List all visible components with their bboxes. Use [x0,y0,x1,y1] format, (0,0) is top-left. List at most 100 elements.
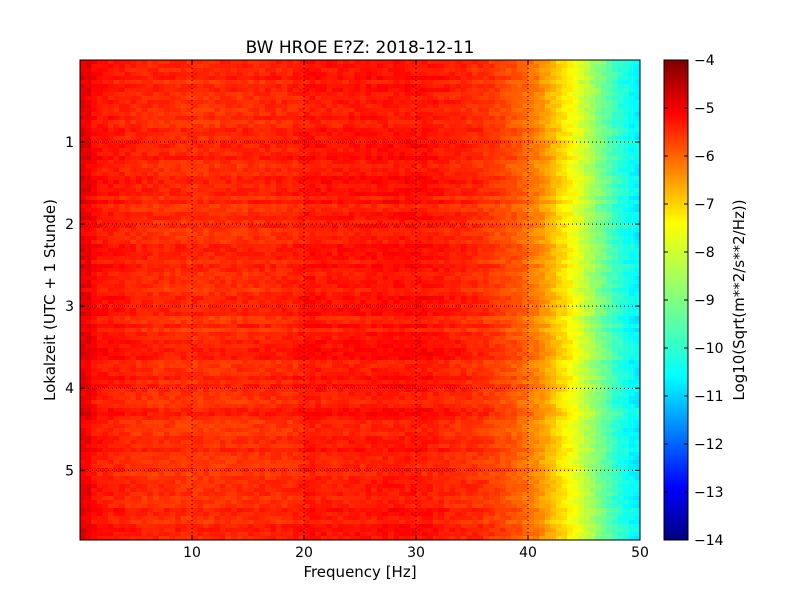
heatmap-cell [505,184,512,189]
heatmap-cell [438,220,445,225]
heatmap-cell [567,188,574,193]
heatmap-cell [561,256,568,261]
heatmap-cell [595,104,602,109]
heatmap-cell [236,188,243,193]
heatmap-cell [472,224,479,229]
heatmap-cell [567,212,574,217]
heatmap-cell [248,152,255,157]
heatmap-cell [264,140,271,145]
heatmap-cell [281,164,288,169]
heatmap-cell [539,152,546,157]
heatmap-cell [298,148,305,153]
heatmap-cell [208,140,215,145]
heatmap-cell [360,212,367,217]
heatmap-cell [511,152,518,157]
heatmap-cell [612,220,619,225]
heatmap-cell [292,252,299,257]
heatmap-cell [304,216,311,221]
heatmap-cell [225,220,232,225]
heatmap-cell [298,128,305,133]
heatmap-cell [348,100,355,105]
heatmap-cell [606,92,613,97]
heatmap-cell [298,220,305,225]
heatmap-cell [584,116,591,121]
heatmap-cell [595,152,602,157]
heatmap-cell [304,152,311,157]
heatmap-cell [427,168,434,173]
heatmap-cell [477,112,484,117]
heatmap-cell [578,128,585,133]
heatmap-cell [556,140,563,145]
heatmap-cell [281,172,288,177]
heatmap-cell [214,192,221,197]
heatmap-cell [80,236,87,241]
heatmap-cell [197,168,204,173]
heatmap-cell [410,204,417,209]
heatmap-cell [208,204,215,209]
heatmap-cell [488,184,495,189]
heatmap-cell [404,64,411,69]
heatmap-cell [612,60,619,65]
heatmap-cell [477,148,484,153]
heatmap-cell [516,172,523,177]
heatmap-cell [225,244,232,249]
heatmap-cell [197,172,204,177]
heatmap-cell [578,136,585,141]
heatmap-cell [600,160,607,165]
heatmap-cell [108,224,115,229]
heatmap-cell [264,204,271,209]
heatmap-cell [214,152,221,157]
heatmap-cell [242,80,249,85]
heatmap-cell [404,192,411,197]
heatmap-cell [298,60,305,65]
heatmap-cell [332,188,339,193]
heatmap-cell [410,128,417,133]
heatmap-cell [164,124,171,129]
heatmap-cell [348,200,355,205]
heatmap-cell [561,108,568,113]
heatmap-cell [494,156,501,161]
heatmap-cell [186,184,193,189]
heatmap-cell [337,228,344,233]
heatmap-cell [220,244,227,249]
heatmap-cell [572,176,579,181]
heatmap-cell [253,228,260,233]
heatmap-cell [360,176,367,181]
heatmap-cell [528,168,535,173]
heatmap-cell [287,68,294,73]
heatmap-cell [96,208,103,213]
heatmap-cell [124,112,131,117]
heatmap-cell [158,224,165,229]
heatmap-cell [343,224,350,229]
heatmap-cell [85,164,92,169]
heatmap-cell [522,192,529,197]
heatmap-cell [348,196,355,201]
heatmap-cell [572,116,579,121]
heatmap-cell [147,240,154,245]
heatmap-cell [623,60,630,65]
heatmap-cell [214,236,221,241]
heatmap-cell [416,100,423,105]
heatmap-cell [197,240,204,245]
heatmap-cell [393,84,400,89]
heatmap-cell [203,256,210,261]
heatmap-cell [421,224,428,229]
heatmap-cell [124,160,131,165]
heatmap-cell [522,128,529,133]
heatmap-cell [539,100,546,105]
heatmap-cell [309,124,316,129]
heatmap-cell [80,132,87,137]
heatmap-cell [113,224,120,229]
heatmap-cell [315,236,322,241]
heatmap-cell [236,244,243,249]
heatmap-cell [192,220,199,225]
heatmap-cell [416,200,423,205]
heatmap-cell [214,80,221,85]
heatmap-cell [449,144,456,149]
heatmap-cell [186,212,193,217]
heatmap-cell [628,240,635,245]
heatmap-cell [298,156,305,161]
heatmap-cell [606,88,613,93]
heatmap-cell [628,152,635,157]
heatmap-cell [130,116,137,121]
